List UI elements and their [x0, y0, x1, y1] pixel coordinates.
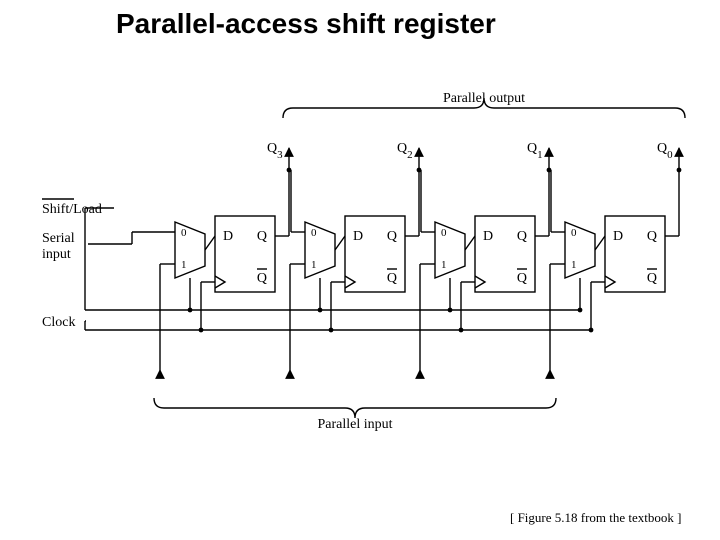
mux	[565, 222, 595, 278]
svg-text:1: 1	[181, 259, 187, 271]
svg-text:D: D	[483, 229, 493, 244]
svg-text:0: 0	[571, 227, 577, 239]
svg-text:0: 0	[181, 227, 187, 239]
svg-text:Q: Q	[257, 229, 267, 244]
svg-text:D: D	[613, 229, 623, 244]
svg-text:Q: Q	[647, 271, 657, 286]
svg-text:Q0: Q0	[657, 141, 673, 161]
shift-register-diagram: 0 1 D Q Q Q3 0 1 D Q Q Q2 0 1 D Q Q Q1 0 1 D Q Q Q0 Shift/Load Se…	[0, 0, 720, 540]
svg-text:0: 0	[441, 227, 447, 239]
svg-text:Q: Q	[517, 229, 527, 244]
svg-text:Q: Q	[387, 271, 397, 286]
svg-text:1: 1	[571, 259, 577, 271]
svg-text:Q: Q	[647, 229, 657, 244]
mux	[435, 222, 465, 278]
svg-text:Q: Q	[517, 271, 527, 286]
svg-text:D: D	[223, 229, 233, 244]
svg-text:Q: Q	[257, 271, 267, 286]
mux	[305, 222, 335, 278]
svg-text:0: 0	[311, 227, 317, 239]
svg-text:1: 1	[441, 259, 447, 271]
parallel-input-label: Parallel input	[317, 417, 392, 432]
parallel-output-label: Parallel output	[443, 91, 525, 106]
svg-text:input: input	[42, 247, 71, 262]
svg-text:Q2: Q2	[397, 141, 413, 161]
svg-text:Q3: Q3	[267, 141, 283, 161]
serial-input-label: Serial	[42, 231, 75, 246]
svg-text:D: D	[353, 229, 363, 244]
svg-text:Q1: Q1	[527, 141, 543, 161]
svg-text:Q: Q	[387, 229, 397, 244]
shift-load-label: Shift/Load	[42, 202, 102, 217]
svg-text:1: 1	[311, 259, 317, 271]
clock-label: Clock	[42, 315, 75, 330]
mux	[175, 222, 205, 278]
